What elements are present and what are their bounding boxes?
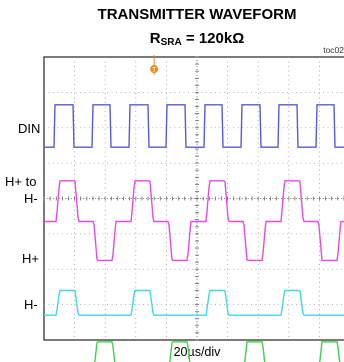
x-axis-label: 20µs/div bbox=[173, 345, 221, 359]
trace-h-diff bbox=[44, 180, 344, 262]
trace-h-plus bbox=[44, 289, 344, 316]
trigger-dot bbox=[150, 65, 159, 73]
channel-label-h-plus: H+ bbox=[22, 251, 39, 266]
channel-label-h-diff-line2: H- bbox=[24, 191, 38, 206]
channel-label-h-diff-line1: H+ to bbox=[5, 174, 37, 189]
trigger-label: T bbox=[152, 67, 157, 74]
channel-label-h-minus: H- bbox=[24, 297, 38, 312]
chart-title: TRANSMITTER WAVEFORM bbox=[97, 6, 297, 23]
traces bbox=[44, 104, 344, 362]
trigger-marker: T bbox=[150, 55, 159, 75]
channel-label-din: DIN bbox=[18, 121, 41, 136]
figure-id: toc02 bbox=[323, 45, 344, 55]
trace-din bbox=[44, 104, 344, 148]
markers: T bbox=[150, 55, 159, 75]
trace-h-minus bbox=[94, 341, 341, 362]
grid bbox=[43, 56, 344, 341]
chart-subtitle: RSRA = 120kΩ bbox=[149, 30, 245, 48]
